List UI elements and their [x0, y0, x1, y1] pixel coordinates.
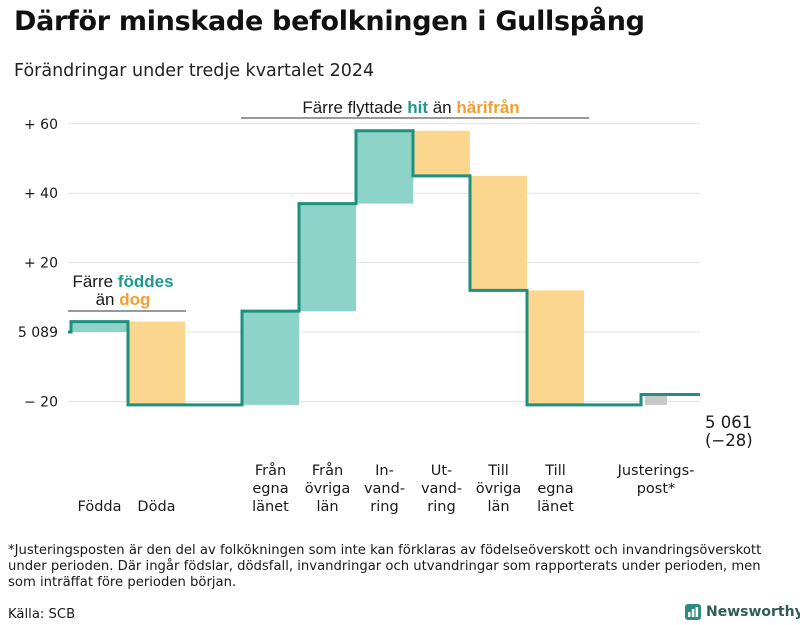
- x-tick-label: Från: [312, 462, 343, 479]
- annotation-part: än: [96, 290, 120, 309]
- x-tick-label: vand-: [421, 481, 462, 497]
- waterfall-bar: [299, 203, 356, 312]
- x-tick-label: ring: [427, 499, 455, 515]
- x-tick-label: egna: [252, 481, 288, 497]
- y-tick-label: + 40: [24, 186, 58, 202]
- waterfall-bar: [128, 321, 185, 405]
- x-tick-label: In-: [375, 463, 394, 479]
- end-labels: 5 061(−28): [705, 413, 753, 450]
- waterfall-bar: [413, 130, 470, 176]
- annotation-text: Färre föddes: [72, 272, 173, 291]
- annotation-part: Färre flyttade: [302, 98, 407, 117]
- y-tick-label: − 20: [24, 394, 58, 410]
- annotation-part: hit: [407, 98, 428, 117]
- end-value-label: 5 061: [705, 413, 752, 432]
- x-tick-label: länet: [537, 499, 574, 515]
- end-change-label: (−28): [705, 431, 753, 450]
- annotation-text: än dog: [96, 290, 151, 309]
- x-tick-label: övriga: [305, 481, 351, 497]
- x-tick-label: Till: [487, 463, 509, 479]
- x-tick-label: Ut-: [431, 463, 453, 479]
- waterfall-bar: [242, 311, 299, 405]
- x-tick-label: Döda: [137, 499, 175, 515]
- waterfall-bar: [356, 130, 413, 204]
- chart-subtitle: Förändringar under tredje kvartalet 2024: [14, 61, 375, 81]
- annotation-part: härifrån: [456, 98, 519, 117]
- x-tick-label: egna: [537, 481, 573, 497]
- brand-logo: Newsworthy: [685, 604, 800, 620]
- x-tick-label: län: [487, 499, 509, 515]
- y-tick-label: 5 089: [18, 325, 58, 341]
- bars: [71, 130, 667, 405]
- x-axis-labels: Födda Döda Från egna länet Från övriga län In-va…: [78, 462, 695, 515]
- population-step-line: [68, 129, 700, 407]
- x-tick-label: Till: [544, 463, 566, 479]
- x-tick-label: länet: [252, 499, 289, 515]
- footnote: *Justeringsposten är den del av folkökni…: [8, 543, 762, 590]
- y-axis-labels: + 60 + 40 + 20 5 089 − 20: [18, 117, 58, 411]
- annotation-part: dog: [119, 290, 150, 309]
- annotation-part: än: [428, 98, 456, 117]
- brand-name: Newsworthy: [706, 604, 800, 620]
- x-tick-label: post*: [637, 481, 676, 497]
- waterfall-chart: + 60 + 40 + 20 5 089 − 20 Födda Döda Från egna l…: [18, 98, 753, 515]
- annotation-part: föddes: [118, 272, 174, 291]
- waterfall-bar: [470, 175, 527, 291]
- y-tick-label: + 20: [24, 256, 58, 272]
- x-tick-label: ring: [370, 499, 398, 515]
- waterfall-bar: [645, 394, 667, 405]
- y-tick-label: + 60: [24, 117, 58, 133]
- x-tick-label: Födda: [78, 499, 122, 515]
- source-label: Källa: SCB: [8, 607, 76, 622]
- newsworthy-icon: [685, 604, 701, 620]
- annotation-text: Färre flyttade hit än härifrån: [302, 98, 519, 117]
- chart-title: Därför minskade befolkningen i Gullspång: [14, 6, 645, 37]
- annotation-part: Färre: [72, 272, 117, 291]
- x-tick-label: vand-: [364, 481, 405, 497]
- x-tick-label: övriga: [476, 481, 522, 497]
- waterfall-bar: [527, 290, 584, 405]
- x-tick-label: län: [316, 499, 338, 515]
- waterfall-bar: [71, 321, 128, 332]
- x-tick-label: Justerings-: [617, 463, 695, 479]
- x-tick-label: Från: [255, 462, 286, 479]
